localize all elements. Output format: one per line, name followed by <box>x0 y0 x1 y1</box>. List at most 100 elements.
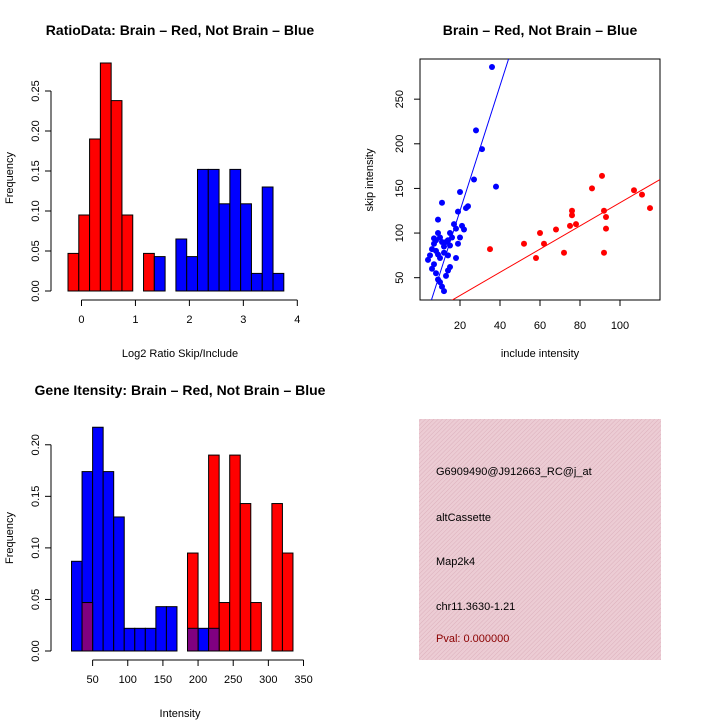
scatter-point-not-brain <box>451 221 457 228</box>
ratio-histogram-bar-not-brain <box>250 272 263 292</box>
intensity-histogram-x-tick-label: 200 <box>189 674 207 686</box>
intensity-histogram-x-tick-label: 150 <box>154 674 172 686</box>
intensity-histogram-bar-not-brain <box>102 471 115 652</box>
intensity-histogram-xlabel: Intensity <box>160 708 201 720</box>
ratio-histogram-bar-brain <box>99 62 112 292</box>
scatter-point-not-brain <box>431 261 437 268</box>
scatter-point-not-brain <box>453 255 459 262</box>
intensity-histogram-x-tick-label: 300 <box>259 674 277 686</box>
info-pval: Pval: 0.000000 <box>436 633 509 645</box>
ratio-histogram-bars <box>67 62 285 292</box>
intensity-histogram-x-tick-label: 350 <box>294 674 312 686</box>
intensity-histogram-bar-not-brain <box>92 426 104 652</box>
intensity-histogram-bar-not-brain <box>144 627 157 652</box>
scatter-point-not-brain <box>489 64 495 71</box>
scatter-point-not-brain <box>427 252 433 259</box>
ratio-histogram-x-tick-label: 0 <box>78 314 84 326</box>
scatter-point-not-brain <box>457 188 463 195</box>
scatter-point-not-brain <box>425 256 431 263</box>
scatter-point-not-brain <box>433 270 439 277</box>
ratio-histogram-y-tick-label: 0.15 <box>30 160 42 181</box>
intensity-histogram-ylabel: Frequency <box>4 512 16 564</box>
intensity-histogram-panel: Gene Itensity: Brain – Red, Not Brain – … <box>4 382 326 720</box>
scatter-point-not-brain <box>445 252 451 259</box>
scatter-point-brain <box>487 246 493 253</box>
scatter-point-not-brain <box>437 279 443 286</box>
scatter-point-not-brain <box>439 283 445 290</box>
scatter-point-not-brain <box>465 203 471 210</box>
scatter-ylabel: skip intensity <box>364 148 376 211</box>
scatter-point-brain <box>601 249 607 256</box>
intensity-histogram-bar-not-brain <box>155 606 167 652</box>
scatter-point-not-brain <box>493 183 499 190</box>
intensity-histogram-bar-brain <box>218 602 231 652</box>
scatter-panel: Brain – Red, Not Brain – Blue 20 40 60 80 10… <box>364 22 661 360</box>
scatter-point-not-brain <box>461 226 467 233</box>
info-panel-background <box>419 419 661 660</box>
scatter-point-brain <box>639 191 645 198</box>
scatter-point-not-brain <box>431 235 437 242</box>
scatter-point-not-brain <box>441 243 447 250</box>
scatter-point-brain <box>561 249 567 256</box>
scatter-x-tick-label: 80 <box>574 320 586 332</box>
ratio-histogram-bar-not-brain <box>261 186 274 292</box>
intensity-histogram-bar-not-brain <box>197 627 210 652</box>
intensity-histogram-bar-brain <box>239 503 252 652</box>
scatter-point-not-brain <box>473 127 479 134</box>
scatter-point-brain <box>599 172 605 179</box>
scatter-y-tick-label: 150 <box>394 179 406 197</box>
ratio-histogram-bar-not-brain <box>207 168 220 292</box>
scatter-point-not-brain <box>447 263 453 270</box>
ratio-histogram-y-tick-label: 0.10 <box>30 200 42 221</box>
scatter-marks <box>425 59 660 300</box>
ratio-histogram-bar-not-brain <box>240 203 252 292</box>
scatter-point-not-brain <box>431 240 437 247</box>
scatter-point-brain <box>569 212 575 219</box>
scatter-point-brain <box>533 255 539 262</box>
scatter-point-brain <box>589 185 595 192</box>
intensity-histogram-bar-brain <box>229 454 241 652</box>
scatter-point-not-brain <box>435 230 441 237</box>
info-probe-id: G6909490@J912663_RC@j_at <box>436 466 592 478</box>
scatter-point-brain <box>601 207 607 214</box>
intensity-histogram-x-tick-label: 50 <box>86 674 98 686</box>
scatter-point-not-brain <box>433 247 439 254</box>
ratio-histogram-bar-brain <box>110 100 123 292</box>
scatter-point-not-brain <box>457 234 463 241</box>
ratio-histogram-x-tick-label: 3 <box>240 314 246 326</box>
intensity-histogram-bar-brain <box>281 552 294 652</box>
intensity-histogram-bar-not-brain <box>71 560 83 652</box>
ratio-histogram-y-tick-label: 0.05 <box>30 240 42 261</box>
scatter-point-not-brain <box>441 288 447 295</box>
intensity-histogram-y-tick-label: 0.10 <box>30 537 42 558</box>
scatter-point-brain <box>569 207 575 214</box>
scatter-point-brain <box>573 221 579 228</box>
scatter-point-not-brain <box>443 272 449 279</box>
scatter-x-tick-label: 100 <box>611 320 629 332</box>
ratio-histogram-y-tick-label: 0.20 <box>30 120 42 141</box>
ratio-histogram-bar-not-brain <box>186 256 198 292</box>
ratio-histogram-bar-brain <box>67 252 80 292</box>
scatter-point-not-brain <box>455 240 461 247</box>
ratio-histogram-ylabel: Frequency <box>4 152 16 204</box>
scatter-axes: 20 40 60 80 100 50 100 150 200 250 <box>394 90 629 332</box>
ratio-histogram-bar-not-brain <box>153 256 166 292</box>
intensity-histogram-bar-not-brain <box>165 606 178 652</box>
scatter-x-tick-label: 20 <box>454 320 466 332</box>
ratio-histogram-x-tick-label: 4 <box>294 314 300 326</box>
scatter-point-not-brain <box>447 242 453 249</box>
intensity-histogram-bar-brain <box>250 602 262 652</box>
intensity-histogram-axes: 50 100 150 200 250 300 350 0.00 0.05 0.10 0.15 0.20 <box>30 434 313 686</box>
intensity-histogram-bar-not-brain <box>113 516 125 652</box>
scatter-point-not-brain <box>471 176 477 183</box>
info-gene-name: Map2k4 <box>436 556 475 568</box>
scatter-point-brain <box>603 213 609 220</box>
scatter-point-brain <box>553 226 559 233</box>
intensity-histogram-bar-not-brain <box>123 627 136 652</box>
ratio-histogram-bar-brain <box>78 214 91 292</box>
scatter-y-tick-label: 200 <box>394 135 406 153</box>
scatter-point-brain <box>537 230 543 237</box>
scatter-point-brain <box>521 240 527 247</box>
ratio-histogram-x-tick-label: 2 <box>186 314 192 326</box>
ratio-histogram-bar-not-brain <box>175 238 188 292</box>
